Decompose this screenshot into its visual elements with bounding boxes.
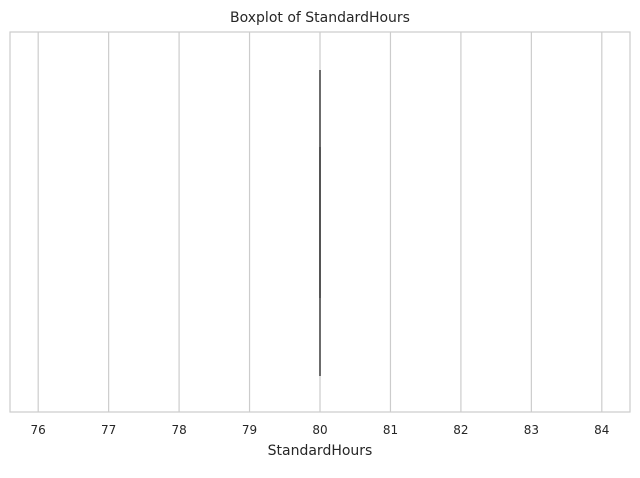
x-tick-label: 79 [242,423,257,437]
x-tick-label: 83 [524,423,539,437]
x-tick-labels: 76 77 78 79 80 81 82 83 84 [31,423,610,437]
x-tick-label: 80 [312,423,327,437]
chart-title: Boxplot of StandardHours [230,10,410,26]
x-tick-label: 77 [101,423,116,437]
x-axis-label: StandardHours [268,443,373,459]
x-tick-label: 84 [594,423,609,437]
x-tick-label: 81 [383,423,398,437]
x-tick-label: 78 [171,423,186,437]
plot-frame [9,31,631,413]
x-tick-label: 82 [453,423,468,437]
x-tick-label: 76 [31,423,46,437]
